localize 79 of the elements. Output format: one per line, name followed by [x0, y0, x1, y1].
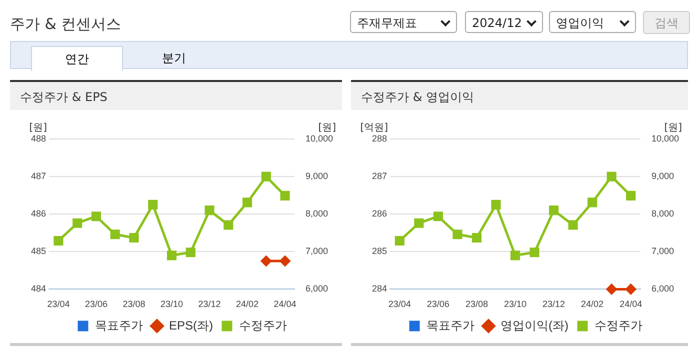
point [148, 200, 158, 210]
x-tick-label: 23/06 [84, 299, 108, 310]
legend-label: 수정주가 [239, 318, 287, 332]
text: 주재무제표 [350, 11, 457, 33]
text: 주가 & 컨센서스 [10, 15, 122, 34]
y2-axis-title: [원] [318, 122, 336, 134]
y2-tick-label: 6,000 [651, 284, 674, 294]
x-tick-label: 24/02 [236, 299, 259, 310]
x-tick-label: 23/06 [426, 299, 450, 310]
y2-tick-label: 9,000 [305, 171, 328, 182]
point [242, 198, 252, 208]
legend-label: 영업이익(좌) [500, 318, 569, 332]
text: 분기 [161, 50, 187, 67]
y2-axis-title: [원] [664, 122, 682, 134]
y-axis-title: [억원] [360, 122, 388, 134]
text: 검색 [643, 11, 690, 34]
point [394, 236, 404, 246]
point [224, 220, 234, 230]
y-tick-label: 285 [372, 246, 388, 256]
point [510, 250, 520, 260]
legend-label: EPS(좌) [169, 318, 214, 332]
legend-label: 목표주가 [95, 318, 143, 332]
y-tick-label: 284 [372, 284, 388, 294]
point [472, 232, 482, 243]
point [110, 230, 120, 240]
point [433, 212, 443, 222]
point [54, 236, 64, 246]
point [568, 220, 578, 230]
point [588, 198, 598, 208]
y2-tick-label: 6,000 [305, 284, 328, 294]
x-tick-label: 24/04 [620, 299, 642, 310]
y-axis-title: [원] [29, 122, 48, 134]
point [186, 248, 196, 258]
point [626, 190, 636, 200]
point [129, 232, 139, 243]
y-tick-label: 288 [372, 133, 388, 144]
text: 2024/12 [465, 11, 543, 33]
x-tick-label: 23/10 [160, 299, 184, 310]
y2-tick-label: 10,000 [305, 133, 334, 144]
y-tick-label: 485 [30, 246, 46, 256]
legend-label: 목표주가 [426, 318, 475, 332]
point [606, 172, 616, 182]
y-tick-label: 287 [372, 171, 388, 182]
point [72, 218, 82, 228]
x-tick-label: 23/12 [198, 299, 221, 310]
y-tick-label: 487 [30, 171, 46, 182]
point [280, 190, 290, 200]
x-tick-label: 24/04 [274, 299, 296, 310]
x-tick-label: 23/08 [465, 299, 488, 310]
x-tick-label: 23/04 [388, 299, 411, 310]
point [530, 248, 540, 258]
point [261, 172, 271, 182]
y2-tick-label: 7,000 [651, 246, 674, 256]
y2-tick-label: 10,000 [651, 133, 680, 144]
x-tick-label: 23/12 [542, 299, 566, 310]
chart-title: 수정주가 & EPS [10, 80, 342, 110]
x-tick-label: 23/10 [504, 299, 527, 310]
y-tick-label: 488 [30, 133, 46, 144]
y2-tick-label: 7,000 [305, 246, 328, 256]
y2-tick-label: 8,000 [305, 208, 328, 219]
point [91, 212, 102, 222]
y2-tick-label: 9,000 [651, 171, 674, 182]
x-tick-label: 24/02 [581, 299, 604, 310]
x-tick-label: 23/04 [47, 299, 70, 310]
chart-title: 수정주가 & 영업이익 [351, 80, 688, 110]
point [452, 230, 462, 240]
y-tick-label: 286 [372, 208, 388, 219]
legend-label: 수정주가 [594, 318, 642, 332]
text: 영업이익 [549, 11, 636, 33]
x-tick-label: 23/08 [122, 299, 146, 310]
point [548, 206, 559, 216]
point [204, 206, 214, 216]
y-tick-label: 484 [30, 284, 46, 294]
point [491, 200, 501, 210]
point [414, 218, 424, 228]
text: 연간 [31, 46, 123, 71]
y-tick-label: 486 [30, 208, 46, 219]
y2-tick-label: 8,000 [651, 208, 674, 219]
point [166, 250, 177, 260]
